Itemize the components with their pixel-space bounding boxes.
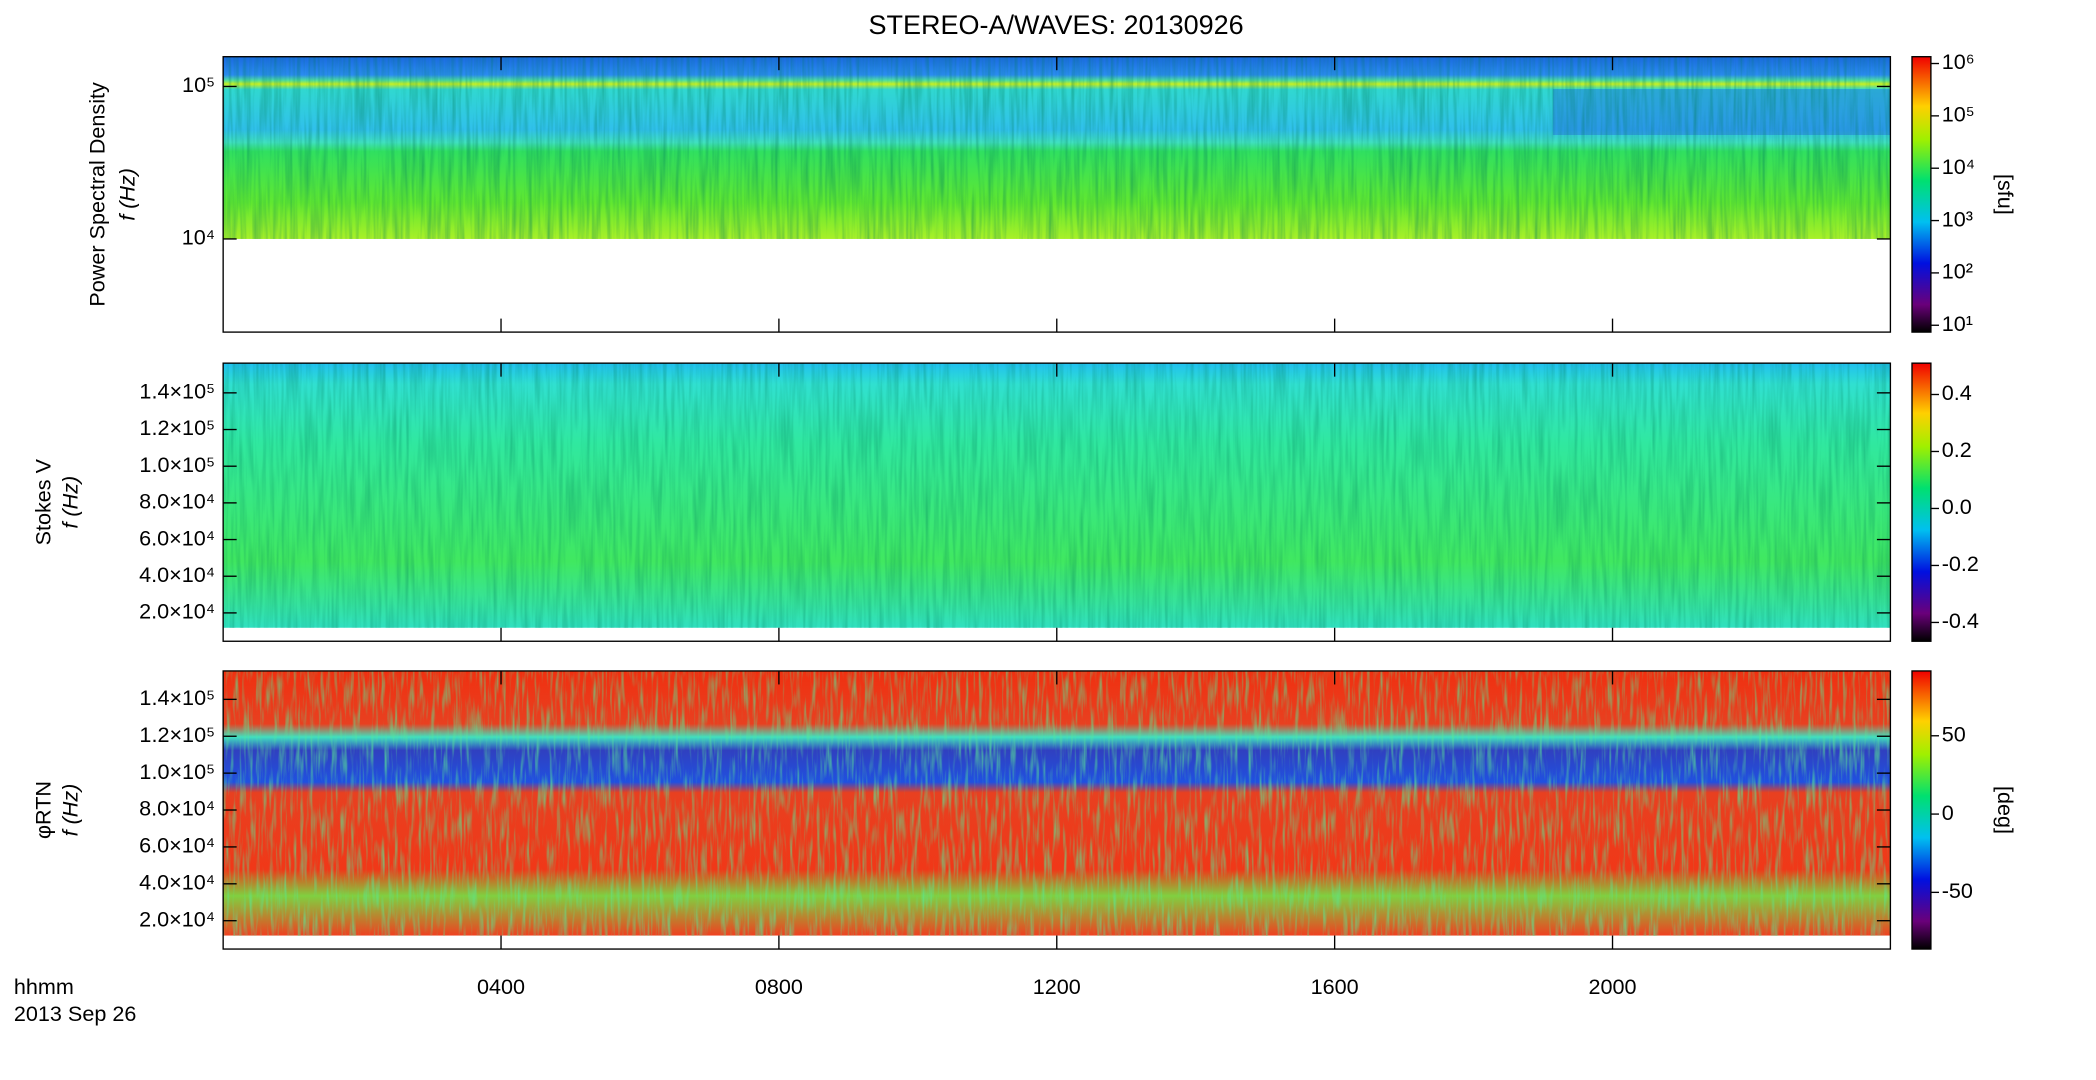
x-axis-label: hhmm [14, 974, 74, 999]
y-tick-label: 8.0×10⁴ [139, 489, 215, 514]
colorbar-tick-label: 50 [1942, 721, 1966, 746]
y-axis-label: Stokes V [31, 458, 56, 545]
y-axis-label: φRTN [31, 781, 56, 839]
date-label: 2013 Sep 26 [14, 1001, 136, 1026]
x-tick-label: 0400 [477, 974, 525, 999]
y-axis-label: f (Hz) [114, 168, 139, 221]
y-tick-label: 1.4×10⁵ [139, 379, 215, 404]
colorbar [1911, 670, 1932, 950]
y-tick-label: 4.0×10⁴ [139, 562, 215, 587]
colorbar-tick-label: 10⁵ [1942, 102, 1975, 127]
y-tick-label: 1.2×10⁵ [139, 415, 215, 440]
y-tick-label: 10⁴ [182, 225, 215, 250]
colorbar [1911, 56, 1932, 333]
chart-title: STEREO-A/WAVES: 20130926 [869, 10, 1244, 40]
spectrogram [223, 56, 1891, 936]
colorbar-tick-label: 10¹ [1942, 311, 1973, 336]
x-tick-label: 2000 [1589, 974, 1637, 999]
colorbar-label: [sfu] [1993, 174, 2018, 215]
colorbar-tick-label: 0.2 [1942, 437, 1972, 462]
colorbar-tick-label: -50 [1942, 878, 1973, 903]
y-tick-label: 1.0×10⁵ [139, 452, 215, 477]
colorbar-tick-label: 0.0 [1942, 494, 1972, 519]
y-tick-label: 6.0×10⁴ [139, 833, 215, 858]
colorbar-tick-label: 10³ [1942, 206, 1973, 231]
y-tick-label: 1.2×10⁵ [139, 722, 215, 747]
colorbar-tick-label: 0.4 [1942, 380, 1972, 405]
y-tick-label: 2.0×10⁴ [139, 599, 215, 624]
y-tick-label: 10⁵ [182, 72, 215, 97]
y-tick-label: 1.0×10⁵ [139, 759, 215, 784]
colorbar-tick-label: -0.4 [1942, 608, 1979, 633]
colorbar-tick-label: -0.2 [1942, 551, 1979, 576]
y-tick-label: 1.4×10⁵ [139, 685, 215, 710]
y-tick-label: 2.0×10⁴ [139, 906, 215, 931]
colorbar-tick-label: 0 [1942, 800, 1954, 825]
x-tick-label: 1200 [1033, 974, 1081, 999]
colorbar-tick-label: 10⁴ [1942, 154, 1975, 179]
y-tick-label: 8.0×10⁴ [139, 796, 215, 821]
colorbar-tick-label: 10² [1942, 259, 1973, 284]
colorbar-label: [deg] [1993, 786, 2018, 834]
y-axis-label: f (Hz) [58, 476, 83, 529]
y-tick-label: 4.0×10⁴ [139, 870, 215, 895]
x-tick-label: 0800 [755, 974, 803, 999]
x-tick-label: 1600 [1311, 974, 1359, 999]
y-axis-label: Power Spectral Density [85, 82, 110, 307]
y-tick-label: 6.0×10⁴ [139, 525, 215, 550]
y-axis-label: f (Hz) [58, 784, 83, 837]
colorbar-tick-label: 10⁶ [1942, 49, 1975, 74]
colorbar [1911, 362, 1932, 642]
